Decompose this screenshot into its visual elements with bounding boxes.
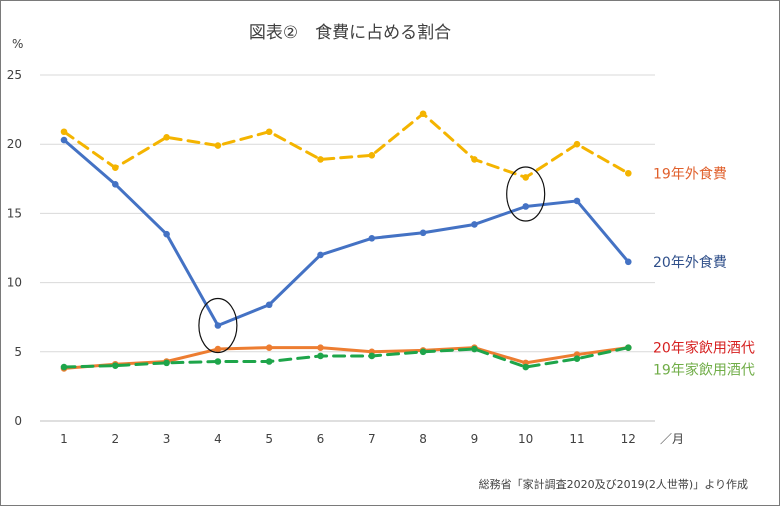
series-line <box>62 346 630 370</box>
data-point <box>522 174 529 181</box>
data-point <box>625 169 632 177</box>
x-tick-label: 8 <box>419 432 427 446</box>
data-point <box>368 352 376 360</box>
data-point <box>265 128 273 136</box>
data-point <box>214 345 222 353</box>
series-lines <box>60 110 632 372</box>
data-point <box>625 344 632 351</box>
data-point <box>214 358 222 365</box>
data-point <box>214 322 222 329</box>
y-tick-label: 5 <box>14 345 22 359</box>
x-tick-label: 1 <box>60 432 68 446</box>
y-tick-label: 25 <box>7 68 22 82</box>
data-point <box>163 359 170 367</box>
data-point <box>265 358 273 365</box>
data-point <box>60 128 68 136</box>
data-point <box>317 251 324 259</box>
data-point <box>522 203 529 210</box>
series-19年家飲用酒代 <box>60 344 632 371</box>
data-point <box>317 352 324 360</box>
x-tick-label: 4 <box>214 432 222 446</box>
y-tick-label: 10 <box>7 276 22 290</box>
data-point <box>317 344 324 351</box>
series-label: 20年家飲用酒代 <box>653 340 755 357</box>
data-point <box>60 363 68 371</box>
data-point <box>163 133 170 141</box>
highlight-ellipse <box>506 166 546 222</box>
data-point <box>265 344 273 351</box>
x-tick-label: 10 <box>518 432 533 446</box>
data-point <box>471 156 478 163</box>
data-point <box>419 348 427 356</box>
data-point <box>368 235 376 242</box>
series-labels: 19年外食費 20年外食費 20年家飲用酒代 19年家飲用酒代 <box>653 165 755 378</box>
data-point <box>471 221 478 228</box>
y-tick-label: 20 <box>7 137 22 151</box>
x-tick-label: 9 <box>471 432 479 446</box>
data-point <box>60 136 68 144</box>
x-axis-unit: ／月 <box>660 432 684 446</box>
data-point <box>163 230 170 238</box>
x-axis-ticks: 1 2 3 4 5 6 7 8 9 10 11 12 <box>60 432 636 446</box>
y-tick-label: 15 <box>7 206 22 220</box>
series-label: 20年外食費 <box>653 254 727 271</box>
chart-title: 図表② 食費に占める割合 <box>249 23 451 43</box>
data-point <box>214 142 222 149</box>
x-tick-label: 2 <box>111 432 119 446</box>
series-20年家飲用酒代 <box>60 344 632 372</box>
data-point <box>368 151 376 159</box>
series-label: 19年外食費 <box>653 165 727 182</box>
x-tick-label: 3 <box>163 432 171 446</box>
series-20年外食費 <box>60 136 632 329</box>
gridlines <box>40 74 655 422</box>
y-axis-unit: % <box>12 37 23 51</box>
y-axis-ticks: 0 5 10 15 20 25 <box>7 68 22 428</box>
data-point <box>573 197 581 205</box>
x-tick-label: 5 <box>265 432 273 446</box>
series-label: 19年家飲用酒代 <box>653 362 755 379</box>
series-line <box>62 112 630 179</box>
x-tick-label: 6 <box>317 432 325 446</box>
series-line <box>62 138 630 328</box>
data-point <box>317 156 324 163</box>
source-note: 総務省「家計調査2020及び2019(2人世帯)」より作成 <box>479 477 748 491</box>
series-19年外食費 <box>60 110 632 181</box>
data-point <box>573 355 581 363</box>
y-tick-label: 0 <box>14 414 22 428</box>
annotations <box>198 166 546 354</box>
data-point <box>112 164 119 172</box>
series-line <box>62 346 630 369</box>
data-point <box>265 301 273 309</box>
x-tick-label: 11 <box>569 432 584 446</box>
data-point <box>419 110 427 118</box>
data-point <box>471 345 478 353</box>
x-tick-label: 7 <box>368 432 376 446</box>
data-point <box>522 363 529 371</box>
x-tick-label: 12 <box>621 432 636 446</box>
data-point <box>112 181 119 188</box>
data-point <box>625 258 632 266</box>
data-point <box>112 362 119 369</box>
highlight-ellipse <box>198 297 238 354</box>
data-point <box>419 229 427 237</box>
data-point <box>573 140 581 148</box>
